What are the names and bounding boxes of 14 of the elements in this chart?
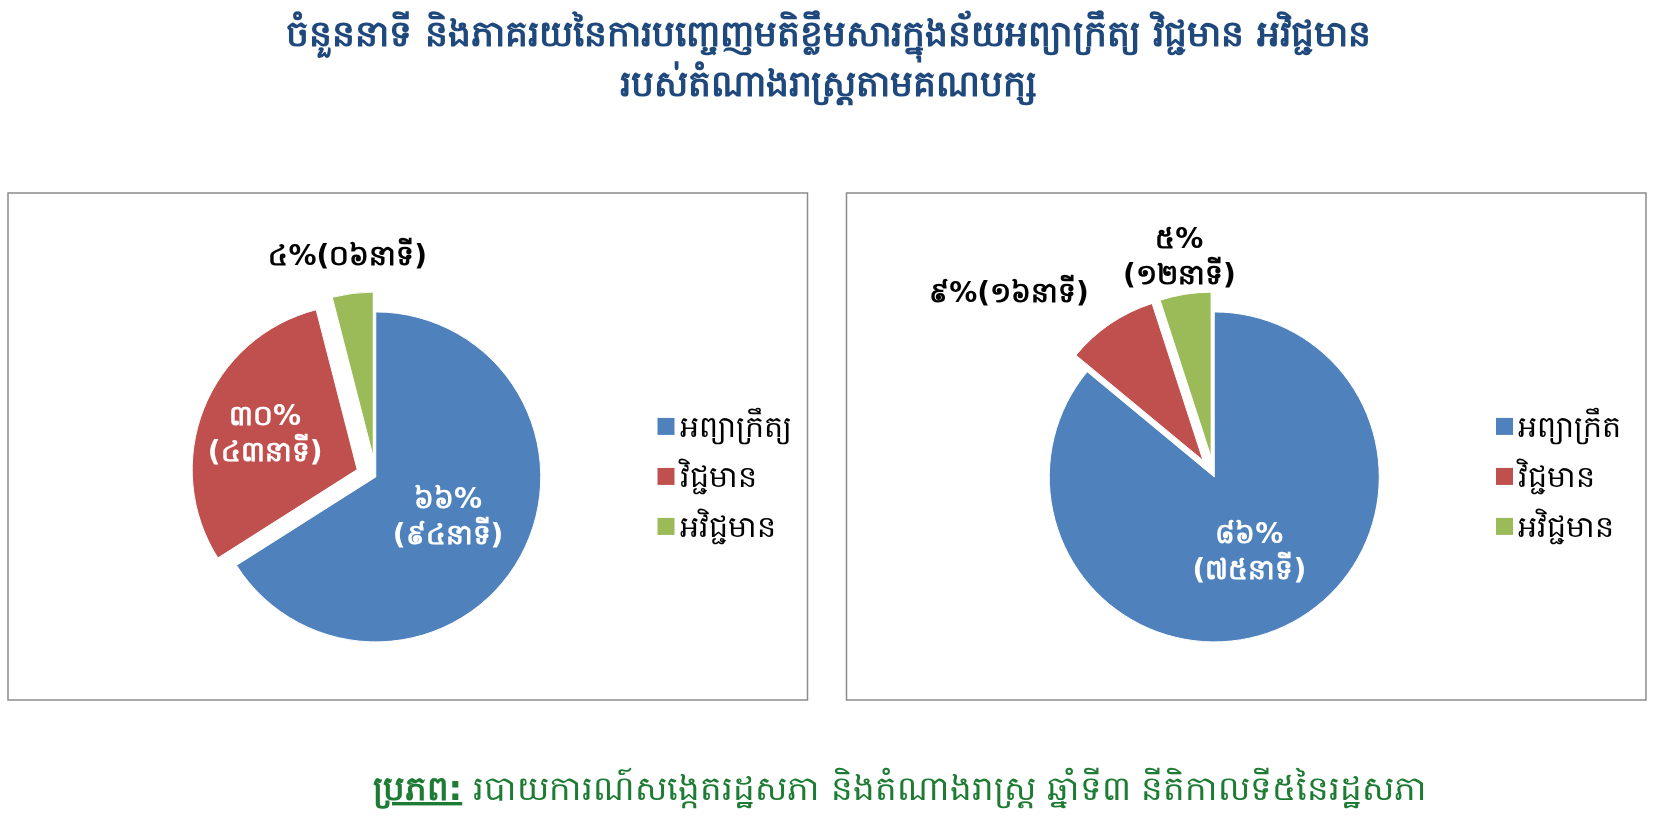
legend-label: អវិជ្ជមាន xyxy=(679,507,776,545)
chart-title: ចំនួននាទី និងភាគរយនៃការបញ្ចេញមតិខ្លឹមសារក្នុងន័យអព្យាក្រឹត្យ វិជ្ជមាន អវិជ្ជមាន របស់តំណាងរាស្ត្រតាមគណបក្ស xyxy=(286,10,1371,106)
data-label: ៨៦% (៧៥នាទី) xyxy=(1192,517,1307,587)
legend-label: អវិជ្ជមាន xyxy=(1518,507,1614,545)
data-label: ៦៦% (៩៤នាទី) xyxy=(392,482,504,552)
legend-label: វិជ្ជមាន xyxy=(677,457,757,495)
data-label: ៥% (១២នាទី) xyxy=(1123,222,1236,292)
data-label: ៩%(១៦នាទី) xyxy=(929,274,1089,310)
data-label: ៣០% (៤៣នាទី) xyxy=(207,398,323,468)
data-label: ៤%(០៦នាទី) xyxy=(268,237,428,273)
legend-label: អព្យាក្រឹត្យ xyxy=(679,406,792,445)
legend-label: អព្យាក្រឹត xyxy=(1518,406,1621,445)
text: ប្រភព: របាយការណ៍សង្កេតរដ្ឋសភា និងតំណាងរាស្ត្រ ឆ្នាំទី៣ នីតិកាលទី៥នៃរដ្ឋសភា xyxy=(372,767,1428,809)
legend-label: វិជ្ជមាន xyxy=(1516,457,1595,495)
